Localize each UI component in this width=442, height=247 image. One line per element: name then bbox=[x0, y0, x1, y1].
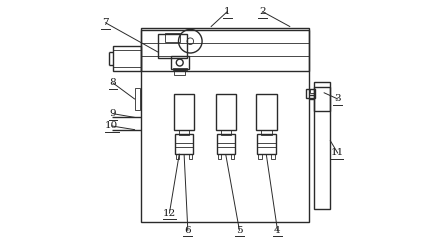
Text: 6: 6 bbox=[184, 226, 191, 235]
Bar bbox=[257, 134, 276, 154]
Bar bbox=[175, 70, 185, 75]
Bar bbox=[271, 154, 274, 159]
Text: 2: 2 bbox=[259, 7, 266, 16]
Bar bbox=[261, 130, 271, 135]
Bar bbox=[310, 89, 314, 93]
Bar bbox=[258, 154, 262, 159]
Bar bbox=[141, 28, 309, 71]
Text: 9: 9 bbox=[110, 109, 116, 118]
Text: 7: 7 bbox=[102, 18, 109, 27]
Text: 3: 3 bbox=[334, 94, 341, 103]
Text: 12: 12 bbox=[163, 209, 176, 218]
Bar bbox=[134, 88, 140, 110]
Bar bbox=[174, 94, 194, 130]
Text: 5: 5 bbox=[236, 226, 243, 235]
Bar bbox=[256, 94, 277, 130]
Bar bbox=[171, 56, 189, 69]
Bar bbox=[164, 33, 180, 42]
Text: 8: 8 bbox=[110, 79, 116, 87]
Bar bbox=[221, 130, 231, 135]
Bar bbox=[216, 94, 236, 130]
Bar bbox=[158, 34, 187, 58]
Bar bbox=[217, 134, 235, 154]
Text: 1: 1 bbox=[224, 7, 230, 16]
Text: 4: 4 bbox=[274, 226, 281, 235]
Bar bbox=[179, 130, 189, 135]
Bar bbox=[113, 46, 141, 71]
Bar bbox=[314, 87, 330, 111]
Bar bbox=[306, 89, 315, 98]
Bar bbox=[176, 154, 179, 159]
Bar bbox=[175, 134, 193, 154]
Bar bbox=[141, 30, 309, 222]
Bar bbox=[173, 68, 187, 70]
Bar bbox=[217, 154, 221, 159]
Bar bbox=[314, 82, 330, 209]
Bar bbox=[231, 154, 234, 159]
Bar bbox=[189, 154, 192, 159]
Text: 11: 11 bbox=[331, 148, 344, 158]
Text: 10: 10 bbox=[105, 122, 118, 130]
